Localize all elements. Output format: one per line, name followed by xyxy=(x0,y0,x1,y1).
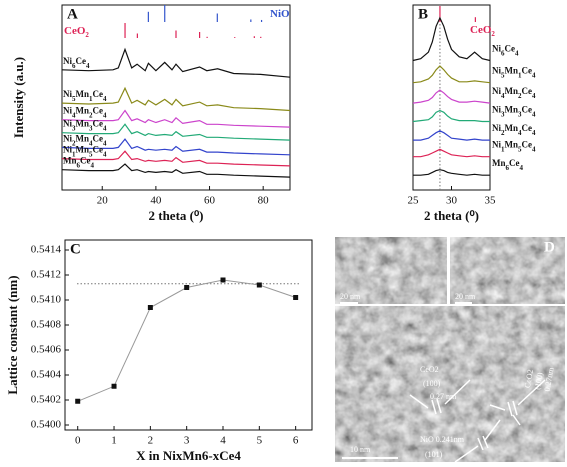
series-line xyxy=(61,150,291,167)
annotation: NiO 0.241nm xyxy=(420,435,465,444)
series-line xyxy=(413,169,490,176)
series-label: Ni5Mn1Ce4 xyxy=(63,89,107,103)
series-line xyxy=(61,163,291,178)
reference-label: CeO2 xyxy=(470,24,495,38)
series-line xyxy=(412,89,491,104)
series-label: Ni2Mn4Ce4 xyxy=(492,123,536,137)
series-label: Ni4Mn2Ce4 xyxy=(63,106,107,120)
series-label: Ni6Ce4 xyxy=(63,56,90,70)
y-tick-label: 0.5412 xyxy=(31,269,61,281)
annotation: 0.27nm xyxy=(543,366,556,392)
annotation-group: CeO2 (100) 0.27nm xyxy=(523,366,556,392)
x-axis-label: 2 theta (⁰) xyxy=(148,208,203,223)
series-label: Ni1Mn5Ce4 xyxy=(63,145,107,159)
series-line xyxy=(61,109,291,128)
annotation: (100) xyxy=(423,379,441,388)
point-marker xyxy=(75,398,81,404)
series-label: Ni2Mn4Ce4 xyxy=(63,134,107,148)
x-tick-label: 20 xyxy=(97,195,109,207)
tem-image xyxy=(335,237,447,304)
y-tick-label: 0.5400 xyxy=(31,419,62,431)
x-tick-label: 35 xyxy=(485,195,497,207)
series-line xyxy=(413,148,490,158)
x-tick-label: 25 xyxy=(408,195,420,207)
series-line xyxy=(77,279,296,402)
series-label: Ni5Mn1Ce4 xyxy=(492,66,536,80)
series-line xyxy=(413,130,490,141)
annotation: CeO2 xyxy=(420,365,439,374)
series-line xyxy=(61,47,291,78)
y-tick-label: 0.5402 xyxy=(31,394,61,406)
x-axis-label: X in NixMn6-xCe4 xyxy=(136,448,241,463)
series-label: Ni6Ce4 xyxy=(492,44,519,58)
series-label: Mn6Ce4 xyxy=(63,156,95,170)
x-tick-label: 60 xyxy=(204,195,216,207)
arrows xyxy=(409,379,546,463)
reference-label: CeO2 xyxy=(64,25,89,39)
y-axis-label: Lattice constant (nm) xyxy=(5,275,20,394)
x-axis-label: 2 theta (⁰) xyxy=(424,208,479,223)
tem-image xyxy=(450,237,565,304)
panel-label: C xyxy=(70,241,81,257)
y-tick-label: 0.5406 xyxy=(31,344,62,356)
panel-label: B xyxy=(418,6,428,22)
series-line xyxy=(412,109,490,123)
y-axis-label: Intensity (a.u.) xyxy=(11,57,26,138)
x-tick-label: 40 xyxy=(150,195,162,207)
point-marker xyxy=(184,285,190,290)
plot-frame xyxy=(64,239,313,431)
x-tick-label: 0 xyxy=(75,435,81,447)
point-marker xyxy=(293,295,299,300)
point-marker xyxy=(256,282,262,288)
series-line xyxy=(61,138,291,156)
series-label: Ni1Mn5Ce4 xyxy=(492,140,536,154)
x-tick-label: 1 xyxy=(111,435,117,447)
annotation: CeO2 xyxy=(523,369,535,389)
y-tick-label: 0.5410 xyxy=(31,294,62,306)
x-tick-label: 80 xyxy=(258,195,270,207)
tem-panel: D 20 nm 20 nm 10 nm CeO2 (100) 0.27 nm N… xyxy=(335,237,565,463)
point-marker xyxy=(147,305,153,310)
series-line xyxy=(412,16,491,62)
plot-frame xyxy=(61,4,291,191)
panel-label: A xyxy=(67,6,78,22)
scale-label: 20 nm xyxy=(340,292,361,301)
scale-label: 10 nm xyxy=(350,445,371,454)
point-marker xyxy=(111,383,117,389)
series-label: Mn6Ce4 xyxy=(492,158,524,172)
annotation: (101) xyxy=(425,450,443,459)
series-line xyxy=(61,123,291,141)
x-tick-label: 3 xyxy=(184,435,190,447)
y-tick-label: 0.5414 xyxy=(31,244,62,256)
y-tick-label: 0.5404 xyxy=(31,369,62,381)
scale-label: 20 nm xyxy=(455,292,476,301)
point-marker xyxy=(220,277,226,283)
series-label: Ni4Mn2Ce4 xyxy=(492,86,536,100)
panel-label: D xyxy=(544,239,555,255)
series-label: Ni3Mn3Ce4 xyxy=(63,119,107,133)
annotation: (100) xyxy=(533,371,545,390)
reference-label: NiO xyxy=(270,8,290,20)
x-tick-label: 30 xyxy=(446,195,458,207)
series-line xyxy=(412,65,491,84)
annotation: 0.27 nm xyxy=(430,392,457,401)
x-tick-label: 4 xyxy=(220,435,226,447)
x-tick-label: 5 xyxy=(257,435,263,447)
series-label: Ni3Mn3Ce4 xyxy=(492,105,536,119)
x-tick-label: 6 xyxy=(293,435,299,447)
y-tick-label: 0.5408 xyxy=(31,319,62,331)
tem-image xyxy=(335,306,565,462)
series-line xyxy=(61,86,291,112)
x-tick-label: 2 xyxy=(148,435,154,447)
